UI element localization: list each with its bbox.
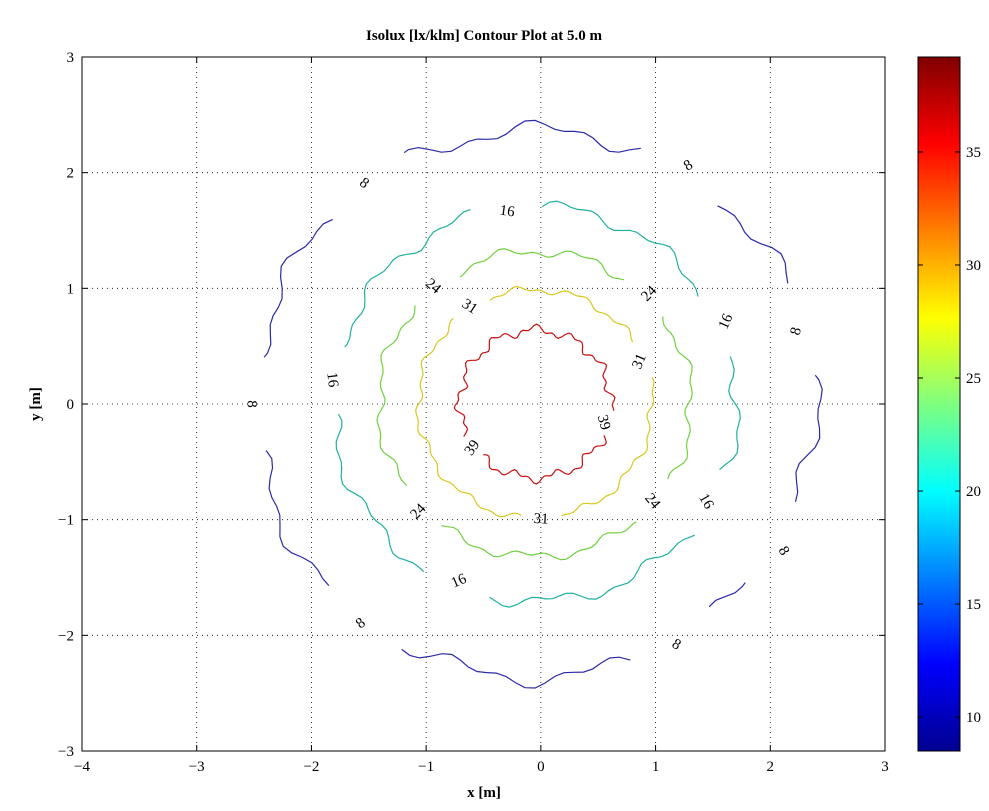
contour-line-24: [662, 316, 693, 480]
x-tick-label: 0: [537, 759, 545, 775]
y-tick-label: −3: [58, 744, 74, 760]
contour-label-8: 8: [244, 400, 260, 408]
contour-label-8: 8: [775, 544, 793, 559]
contour-lines: [263, 119, 823, 689]
x-tick-label: −4: [74, 759, 90, 775]
contour-line-16: [489, 534, 696, 608]
contour-line-8: [717, 205, 789, 284]
contour-line-16: [344, 209, 471, 348]
colorbar-tick-label: 30: [966, 258, 981, 274]
contour-line-39: [483, 435, 607, 485]
grid-lines: [82, 57, 885, 751]
contour-label-16: 16: [716, 311, 737, 332]
contour-label-16: 16: [695, 491, 717, 512]
contour-label-8: 8: [669, 636, 683, 654]
contour-line-16: [541, 200, 699, 297]
x-tick-label: 1: [652, 759, 660, 775]
colorbar-ticks: 10 15 20 25 30 35: [918, 145, 981, 726]
contour-line-24: [376, 305, 416, 487]
y-tick-label: 3: [67, 50, 75, 66]
contour-label-8: 8: [681, 157, 696, 175]
colorbar-tick-label: 20: [966, 484, 981, 500]
contour-line-16: [719, 356, 741, 471]
contour-label-31: 31: [629, 351, 650, 371]
contour-label-24: 24: [638, 282, 660, 304]
colorbar: [917, 56, 961, 752]
contour-label-39: 39: [462, 437, 484, 458]
contour-line-39: [453, 323, 616, 437]
contour-line-8: [265, 450, 330, 586]
contour-label-31: 31: [533, 511, 549, 528]
x-tick-label: 3: [881, 759, 889, 775]
y-tick-label: 1: [67, 281, 75, 297]
contour-line-24: [459, 248, 625, 281]
contour-label-24: 24: [407, 500, 429, 522]
contour-label-16: 16: [323, 371, 341, 388]
contour-line-8: [403, 119, 641, 154]
contour-line-31: [415, 317, 522, 518]
x-tick-label: −2: [303, 759, 319, 775]
x-tick-label: 2: [767, 759, 775, 775]
contour-line-8: [401, 648, 631, 689]
contour-line-31: [489, 285, 634, 343]
contour-line-24: [441, 521, 637, 561]
contour-line-8: [263, 218, 333, 358]
y-tick-label: 0: [67, 397, 75, 413]
colorbar-tick-label: 15: [966, 597, 981, 613]
contour-label-16: 16: [449, 571, 470, 592]
contour-line-31: [561, 377, 655, 517]
y-axis-label: y [m]: [28, 387, 44, 421]
contour-label-16: 16: [499, 203, 517, 221]
contour-label-8: 8: [356, 175, 372, 192]
y-tick-label: −2: [58, 628, 74, 644]
contour-label-24: 24: [641, 491, 663, 513]
chart-title: Isolux [lx/klm] Contour Plot at 5.0 m: [366, 28, 602, 44]
contour-labels: 8 8 8 8 8 8 8 16 16 16 16 16 24 24 24 24 31 31 31 39 39: [244, 157, 805, 654]
contour-line-8: [794, 374, 823, 502]
contour-label-39: 39: [594, 413, 613, 432]
contour-label-31: 31: [459, 296, 480, 318]
contour-label-8: 8: [788, 325, 805, 337]
contour-label-24: 24: [422, 276, 444, 298]
colorbar-tick-label: 10: [966, 710, 981, 726]
y-tick-label: 2: [67, 166, 75, 182]
colorbar-tick-label: 35: [966, 145, 981, 161]
x-axis-label: x [m]: [467, 785, 501, 801]
x-tick-label: −3: [189, 759, 205, 775]
contour-line-16: [335, 413, 425, 573]
contour-line-8: [708, 582, 746, 608]
x-tick-label: −1: [418, 759, 434, 775]
contour-label-8: 8: [353, 615, 369, 632]
colorbar-tick-label: 25: [966, 371, 981, 387]
y-tick-label: −1: [58, 513, 74, 529]
